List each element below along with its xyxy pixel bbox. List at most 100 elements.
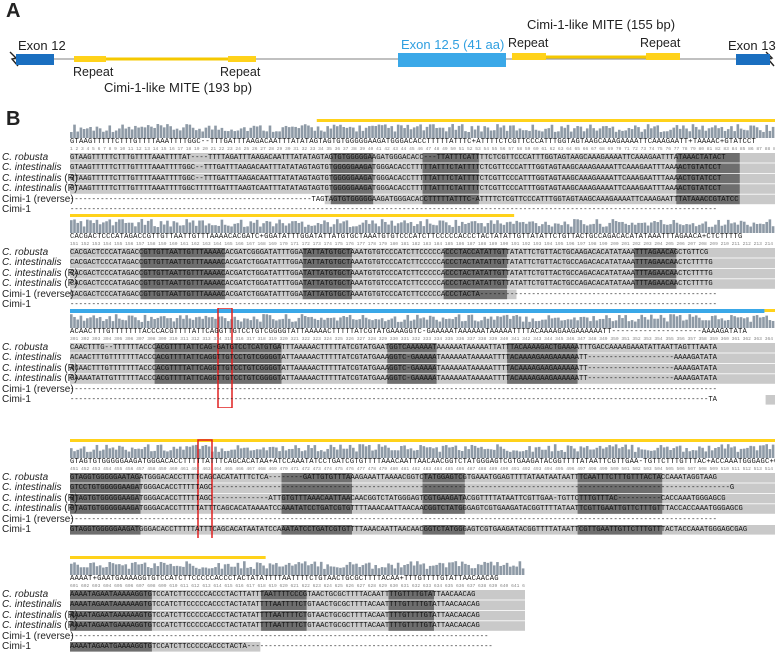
conservation-bar bbox=[82, 446, 86, 458]
row-shading-dark bbox=[507, 343, 578, 353]
conservation-bar bbox=[518, 128, 522, 138]
conservation-bar bbox=[102, 131, 105, 138]
conservation-bar bbox=[589, 224, 592, 233]
conservation-bar bbox=[771, 126, 775, 138]
conservation-bar bbox=[345, 127, 349, 138]
conservation-bar bbox=[765, 444, 768, 458]
conservation-bar bbox=[342, 448, 345, 458]
conservation-bar bbox=[489, 449, 493, 458]
conservation-bar bbox=[650, 314, 653, 328]
aligned-sequence-row: CACGACTCCCATAGACCGTTGTTAATTGTTTAAAACACGA… bbox=[70, 290, 717, 299]
sequence-label: C. intestinalis (P) bbox=[2, 183, 78, 194]
conservation-bar bbox=[682, 125, 685, 138]
conservation-bar bbox=[547, 224, 551, 233]
conservation-bar bbox=[169, 563, 172, 575]
conservation-bar bbox=[544, 221, 547, 233]
conservation-bar bbox=[448, 225, 451, 233]
conservation-bar bbox=[579, 446, 583, 458]
conservation-bar bbox=[259, 321, 262, 328]
conservation-bar bbox=[271, 446, 275, 458]
sequence-label-species: C. intestinalis bbox=[2, 172, 62, 184]
conservation-bar bbox=[342, 221, 345, 233]
conservation-bar bbox=[496, 316, 499, 328]
conservation-bar bbox=[515, 315, 519, 328]
conservation-bar bbox=[178, 225, 182, 233]
conservation-bar bbox=[271, 131, 275, 138]
conservation-bar bbox=[335, 567, 339, 575]
conservation-bar bbox=[624, 315, 627, 328]
conservation-bar bbox=[175, 128, 179, 138]
conservation-bar bbox=[246, 226, 249, 233]
conservation-bar bbox=[156, 226, 160, 233]
conservation-bar bbox=[172, 129, 176, 138]
conservation-bar bbox=[339, 567, 342, 575]
conservation-bar bbox=[342, 127, 345, 138]
conservation-bar bbox=[380, 446, 384, 458]
aligned-sequence-row: CACGACTCCCATAGACCGTTGTTAATTGTTTAAAACACGA… bbox=[70, 280, 713, 289]
conservation-bar bbox=[585, 317, 589, 328]
conservation-bar bbox=[736, 451, 740, 458]
sequence-label: C. intestinalis bbox=[2, 163, 61, 173]
conservation-bar bbox=[505, 130, 509, 138]
conservation-bar bbox=[656, 125, 660, 138]
conservation-bar bbox=[576, 451, 579, 458]
aligned-sequence-row: GTAGGTGGGGGAAGATGGGACACCTTTTTATTTCAGCACA… bbox=[70, 526, 748, 534]
repeat-right-1-label: Repeat bbox=[508, 36, 549, 50]
conservation-bar bbox=[300, 563, 304, 575]
conservation-bar bbox=[432, 448, 435, 458]
conservation-bar bbox=[377, 226, 381, 233]
conservation-bar bbox=[537, 446, 541, 458]
conservation-bar bbox=[377, 319, 381, 328]
conservation-bar bbox=[451, 319, 454, 328]
conservation-bar bbox=[704, 451, 708, 458]
conservation-bar bbox=[428, 447, 432, 458]
conservation-bar bbox=[698, 129, 701, 138]
conservation-bar bbox=[162, 127, 166, 138]
conservation-bar bbox=[762, 224, 765, 233]
conservation-bar bbox=[130, 562, 134, 575]
conservation-bar bbox=[358, 224, 362, 233]
conservation-bar bbox=[650, 128, 653, 138]
conservation-bar bbox=[438, 562, 442, 575]
conservation-bar bbox=[720, 126, 724, 138]
conservation-bar bbox=[666, 131, 669, 138]
conservation-bar bbox=[287, 223, 291, 233]
aligned-sequence-row: GTAAGTTTTTCTTTGTTTTAAATTTTAT----TTTTAGAT… bbox=[70, 154, 726, 162]
conservation-bar bbox=[384, 321, 387, 328]
conservation-bar bbox=[528, 221, 531, 233]
conservation-bar bbox=[451, 226, 454, 233]
conservation-bar bbox=[396, 124, 400, 138]
conservation-bar bbox=[223, 224, 227, 233]
conservation-bar bbox=[669, 314, 672, 328]
conservation-bar bbox=[348, 562, 352, 575]
conservation-bar bbox=[73, 219, 76, 233]
conservation-bar bbox=[672, 448, 676, 458]
sequence-label: C. intestinalis (P) bbox=[2, 278, 78, 289]
conservation-bar bbox=[605, 126, 608, 138]
conservation-bar bbox=[278, 451, 281, 458]
conservation-bar bbox=[82, 567, 86, 575]
conservation-bar bbox=[239, 128, 243, 138]
conservation-bar bbox=[755, 450, 759, 458]
sequence-label: C. intestinalis (P) bbox=[2, 373, 78, 384]
row-shading-dark bbox=[281, 473, 352, 483]
conservation-bar bbox=[659, 314, 663, 328]
conservation-bar bbox=[752, 446, 756, 458]
conservation-bar bbox=[521, 568, 525, 575]
conservation-bar bbox=[515, 130, 519, 138]
conservation-bar bbox=[614, 444, 618, 458]
conservation-bar bbox=[134, 226, 137, 233]
conservation-bar bbox=[582, 316, 586, 328]
conservation-bar bbox=[528, 130, 531, 138]
conservation-bar bbox=[361, 565, 365, 575]
conservation-bar bbox=[294, 445, 297, 458]
conservation-bar bbox=[752, 222, 756, 233]
conservation-bar bbox=[457, 225, 461, 233]
conservation-bar bbox=[236, 223, 240, 233]
conservation-bar bbox=[156, 445, 160, 458]
row-shading bbox=[70, 258, 775, 268]
conservation-bar bbox=[198, 128, 201, 138]
conservation-bar bbox=[573, 317, 576, 328]
conservation-bar bbox=[95, 219, 99, 233]
exon12-box bbox=[16, 54, 54, 65]
